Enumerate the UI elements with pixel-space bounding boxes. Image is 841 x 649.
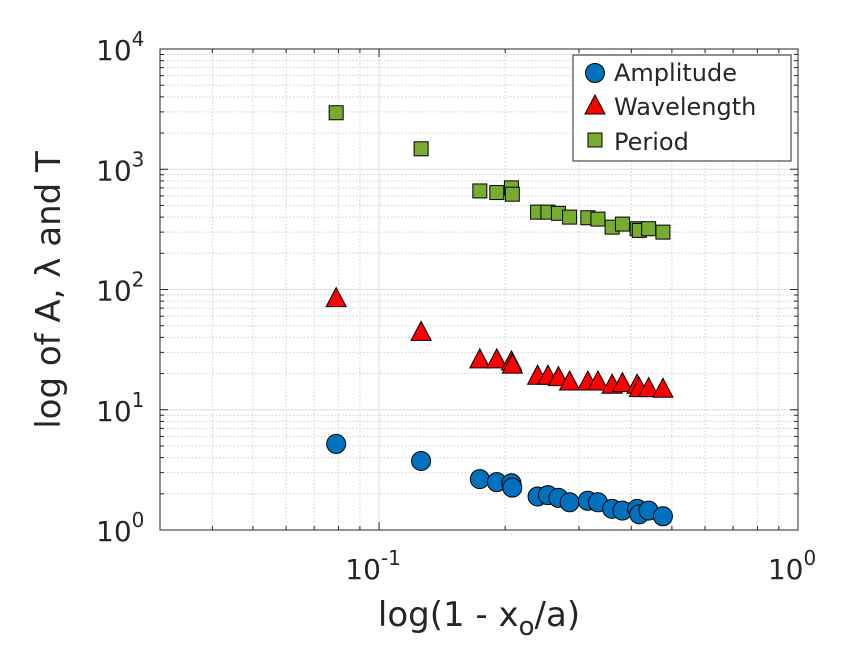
- data-series: [325, 105, 674, 527]
- y-tick-labels: 100 101 102 103 104: [96, 27, 144, 548]
- wavelength-point: [547, 365, 570, 387]
- wavelength-point: [469, 347, 491, 369]
- amplitude-point: [559, 492, 580, 513]
- period-point: [614, 216, 630, 232]
- period-point: [489, 185, 505, 201]
- legend-amplitude-marker: [585, 63, 605, 83]
- period-point: [413, 141, 429, 157]
- wavelength-point: [611, 371, 634, 393]
- x-tick-label: 100: [768, 546, 816, 586]
- y-tick-label: 104: [96, 27, 144, 67]
- amplitude-point: [469, 469, 490, 490]
- amplitude-point: [411, 450, 432, 471]
- x-axis-label: log(1 - xo/a): [378, 595, 580, 642]
- legend-period-marker: [587, 132, 603, 148]
- amplitude-point: [652, 506, 673, 527]
- y-tick-label: 102: [96, 268, 144, 308]
- amplitude-point: [502, 477, 523, 498]
- period-point: [641, 221, 657, 237]
- x-tick-label: 10-1: [345, 546, 401, 586]
- period-point: [590, 211, 606, 227]
- wavelength-point: [652, 377, 674, 398]
- legend-period-label: Period: [614, 128, 689, 156]
- period-point: [504, 186, 520, 202]
- wavelength-point: [325, 286, 347, 308]
- legend-amplitude-label: Amplitude: [614, 59, 737, 87]
- amplitude-point: [326, 433, 347, 454]
- wavelength-point: [637, 376, 660, 398]
- legend-wavelength-label: Wavelength: [614, 93, 756, 121]
- period-point: [472, 183, 488, 199]
- grid: [159, 48, 799, 531]
- period-point: [328, 105, 344, 121]
- period-point: [562, 209, 578, 225]
- wavelength-point: [587, 369, 609, 391]
- wavelength-point: [501, 353, 524, 374]
- wavelength-point: [485, 347, 508, 369]
- legend-box: [572, 54, 792, 162]
- legend-wavelength-marker: [584, 93, 606, 115]
- legend: Amplitude Wavelength Period: [572, 54, 792, 162]
- y-axis-label: log of A, λ and T: [29, 151, 69, 429]
- period-point: [655, 224, 671, 240]
- x-tick-labels: 10-1 100: [345, 546, 816, 586]
- y-tick-label: 101: [96, 388, 144, 428]
- ticks: [159, 48, 799, 531]
- y-tick-label: 100: [96, 508, 144, 548]
- series-wavelength: [325, 286, 674, 398]
- series-amplitude: [326, 433, 673, 527]
- y-tick-label: 103: [96, 147, 144, 187]
- wavelength-point: [558, 369, 581, 391]
- wavelength-point: [410, 320, 432, 341]
- series-period: [328, 105, 671, 240]
